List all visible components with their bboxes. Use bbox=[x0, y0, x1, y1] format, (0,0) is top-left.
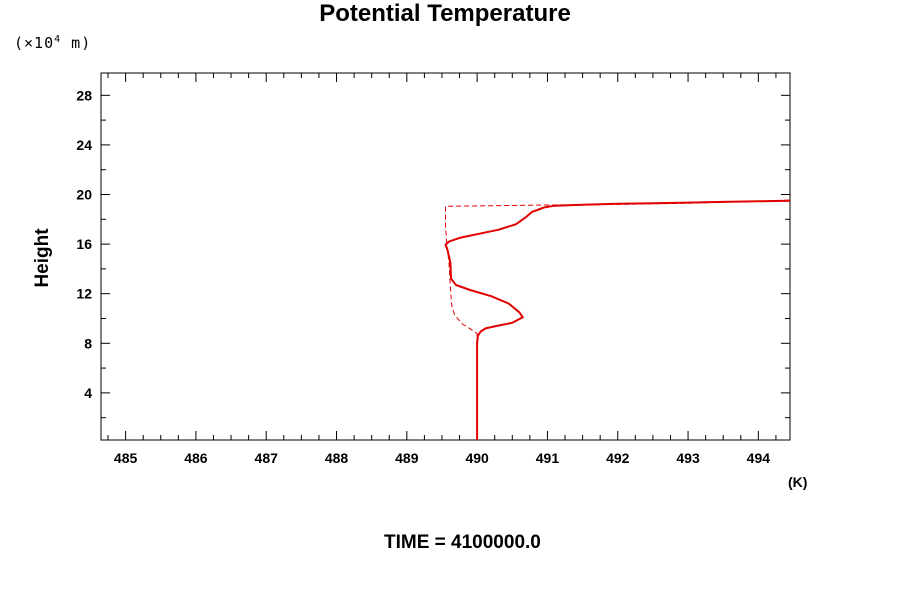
y-tick-label: 12 bbox=[76, 286, 92, 302]
y-unit-suffix: m) bbox=[61, 34, 92, 52]
x-tick-label: 491 bbox=[536, 450, 560, 466]
x-unit-label: (K) bbox=[788, 474, 808, 490]
time-label: TIME = 4100000.0 bbox=[384, 532, 541, 553]
x-tick-label: 490 bbox=[465, 450, 489, 466]
y-tick-label: 20 bbox=[76, 187, 92, 203]
y-tick-label: 24 bbox=[76, 137, 92, 153]
x-tick-label: 489 bbox=[395, 450, 419, 466]
y-unit-prefix: (×10 bbox=[14, 34, 55, 52]
y-tick-label: 4 bbox=[84, 385, 92, 401]
x-tick-label: 494 bbox=[747, 450, 771, 466]
x-tick-label: 486 bbox=[184, 450, 208, 466]
x-tick-label: 485 bbox=[114, 450, 138, 466]
chart-title: Potential Temperature bbox=[319, 0, 571, 27]
plot-frame bbox=[100, 72, 791, 441]
y-tick-label: 16 bbox=[76, 236, 92, 252]
y-unit-exponent: 4 bbox=[54, 34, 62, 45]
series-line-solid bbox=[444, 199, 790, 440]
x-tick-label: 488 bbox=[325, 450, 349, 466]
series-line-dashed bbox=[445, 199, 790, 440]
x-tick-label: 492 bbox=[606, 450, 630, 466]
x-tick-label: 487 bbox=[255, 450, 279, 466]
y-tick-label: 8 bbox=[84, 335, 92, 351]
x-tick-label: 493 bbox=[676, 450, 700, 466]
y-tick-label: 28 bbox=[76, 87, 92, 103]
y-unit-label: (×104 m) bbox=[14, 34, 91, 52]
